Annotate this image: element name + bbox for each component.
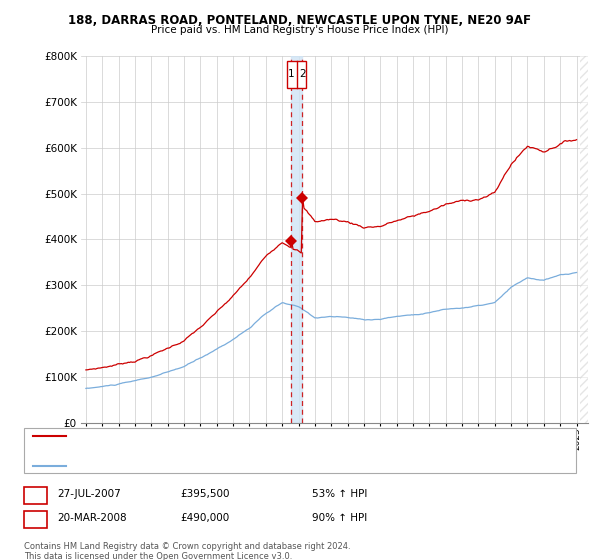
Text: 1: 1 xyxy=(32,489,39,499)
Text: 53% ↑ HPI: 53% ↑ HPI xyxy=(312,489,367,499)
Text: 1: 1 xyxy=(288,69,295,80)
Text: Contains HM Land Registry data © Crown copyright and database right 2024.
This d: Contains HM Land Registry data © Crown c… xyxy=(24,542,350,560)
Text: £395,500: £395,500 xyxy=(180,489,229,499)
FancyBboxPatch shape xyxy=(287,60,306,88)
Text: 20-MAR-2008: 20-MAR-2008 xyxy=(57,513,127,523)
Text: HPI: Average price, detached house, Northumberland: HPI: Average price, detached house, Nort… xyxy=(69,461,323,470)
Text: 27-JUL-2007: 27-JUL-2007 xyxy=(57,489,121,499)
Text: 188, DARRAS ROAD, PONTELAND, NEWCASTLE UPON TYNE, NE20 9AF (detached house): 188, DARRAS ROAD, PONTELAND, NEWCASTLE U… xyxy=(69,431,487,440)
Text: 2: 2 xyxy=(32,513,39,523)
Text: 188, DARRAS ROAD, PONTELAND, NEWCASTLE UPON TYNE, NE20 9AF: 188, DARRAS ROAD, PONTELAND, NEWCASTLE U… xyxy=(68,14,532,27)
Bar xyxy=(292,56,302,423)
Text: £490,000: £490,000 xyxy=(180,513,229,523)
Text: 2: 2 xyxy=(299,69,305,80)
Text: 90% ↑ HPI: 90% ↑ HPI xyxy=(312,513,367,523)
Bar xyxy=(580,56,588,423)
Text: Price paid vs. HM Land Registry's House Price Index (HPI): Price paid vs. HM Land Registry's House … xyxy=(151,25,449,35)
